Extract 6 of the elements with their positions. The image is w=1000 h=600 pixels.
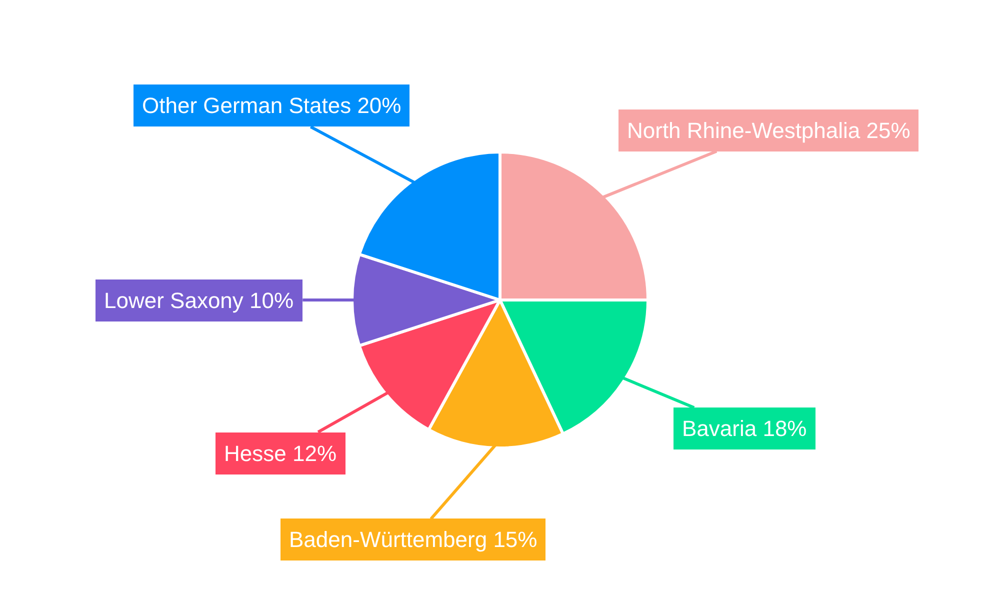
slice-label: Other German States 20% xyxy=(142,93,402,118)
slice-label: North Rhine-Westphalia 25% xyxy=(627,118,910,143)
slice-label: Bavaria 18% xyxy=(682,416,807,441)
slice-label: Baden-Württemberg 15% xyxy=(289,527,538,552)
slice-label: Hesse 12% xyxy=(224,441,337,466)
slice-label: Lower Saxony 10% xyxy=(104,288,294,313)
